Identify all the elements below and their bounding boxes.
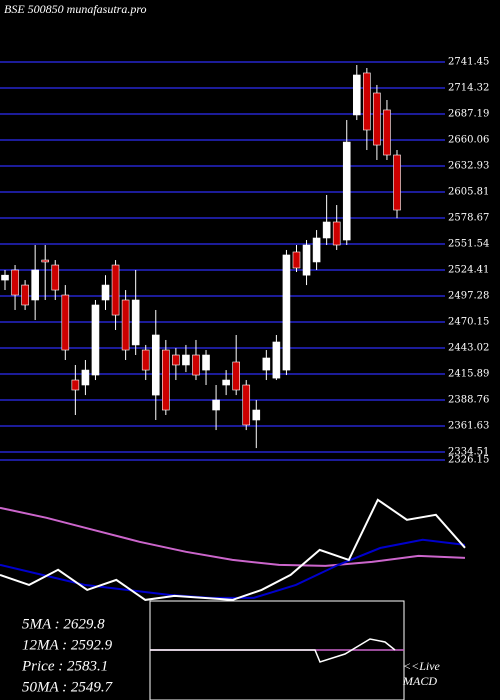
y-tick-label: 2687.19 [448,108,489,119]
indicator: 5MA : 2629.8 [22,616,105,632]
candle-body [202,354,210,371]
y-tick-label: 2470.15 [448,316,489,327]
indicator: Price : 2583.1 [21,658,108,674]
y-tick-label: 2660.06 [448,134,489,145]
y-tick-label: 2443.02 [448,342,489,353]
candle-body [131,299,140,346]
candle-body [151,334,160,396]
chart-title: BSE 500850 munafasutra.pro [4,2,147,16]
y-tick-label: 2524.41 [448,264,489,275]
macd-label: <<Live [403,659,441,673]
candle-body [272,341,281,379]
indicator: 12MA : 2592.9 [22,637,113,653]
candle-body [41,259,50,263]
candle-body [31,269,39,301]
candle-body [172,354,180,366]
y-tick-label: 2388.76 [448,394,489,405]
y-tick-label: 2361.63 [448,420,489,431]
y-tick-label: 2741.45 [448,57,489,68]
candle-body [61,294,70,351]
candle-body [302,244,311,276]
candle-body [222,379,230,386]
ma-line [0,498,466,601]
candle-body [192,354,200,376]
candle-body [162,349,170,411]
candle-body [252,409,261,421]
candle-body [322,221,331,239]
candle-body [342,141,351,241]
candle-body [91,304,100,376]
y-tick-label: 2334.51 [448,446,489,457]
y-tick-label: 2632.93 [448,160,489,171]
candle-body [282,254,291,371]
candle-body [352,74,361,116]
candle-body [363,72,371,131]
candle-body [182,354,190,366]
candle-body [383,109,391,156]
indicator: 50MA : 2549.7 [22,679,114,695]
candle-body [232,361,240,391]
y-tick-label: 2578.67 [448,212,489,223]
candle-body [312,237,321,263]
macd-label: MACD [402,674,437,688]
candle-body [332,221,341,246]
y-tick-label: 2415.89 [448,368,489,379]
ma-line [0,506,466,567]
candle-body [71,379,80,391]
candle-body [81,369,90,386]
candle-body [393,154,401,211]
y-tick-label: 2551.54 [448,238,489,249]
candle-body [292,251,301,269]
y-tick-label: 2714.32 [448,82,489,93]
y-tick-label: 2497.28 [448,290,489,301]
y-tick-label: 2605.81 [448,186,489,197]
candle-body [111,264,120,316]
candle-body [373,92,381,146]
candle-body [121,299,130,351]
candle-body [1,274,9,281]
candle-body [141,349,150,371]
macd-line [150,638,396,663]
candle-body [11,269,19,296]
candle-body [212,399,220,411]
candle-body [21,284,29,306]
candle-body [242,384,251,426]
y-tick-label: 2326.15 [448,455,489,466]
candle-body [101,284,110,301]
candle-body [262,357,271,371]
candle-body [51,264,60,291]
